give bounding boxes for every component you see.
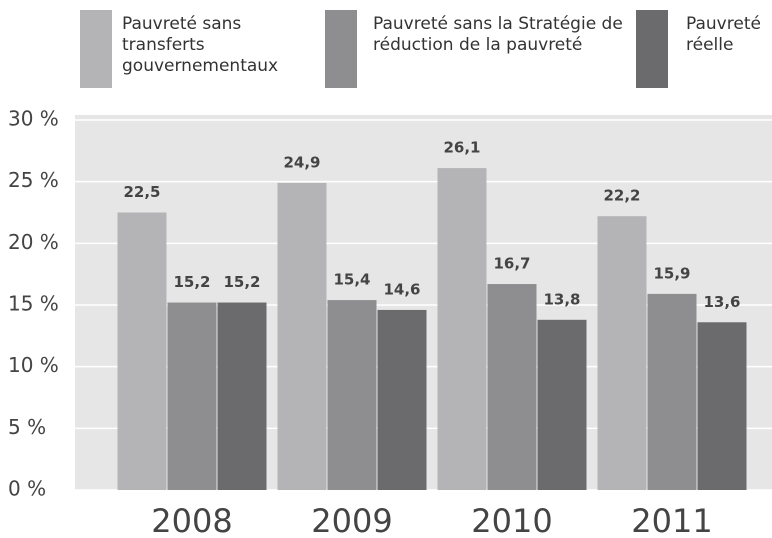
legend-label: Pauvreté sans transferts gouvernementaux: [122, 14, 279, 76]
bar: [377, 309, 427, 490]
bar: [537, 319, 587, 490]
y-tick-label: 25 %: [8, 168, 59, 192]
value-label: 22,2: [603, 187, 640, 205]
value-label: 16,7: [493, 255, 530, 273]
legend-label: Pauvreté réelle: [686, 14, 761, 55]
bar: [167, 302, 217, 490]
value-label: 13,6: [703, 293, 740, 311]
bar: [217, 302, 267, 490]
bar: [697, 322, 747, 490]
value-label: 24,9: [283, 153, 320, 171]
y-tick-label: 5 %: [8, 415, 46, 439]
value-label: 15,2: [223, 273, 260, 291]
x-tick-label: 2010: [471, 502, 552, 538]
x-tick-label: 2008: [151, 502, 232, 538]
value-label: 15,2: [173, 273, 210, 291]
bar: [597, 216, 647, 490]
value-label: 15,9: [653, 264, 690, 282]
value-label: 14,6: [383, 280, 420, 298]
legend-label: Pauvreté sans la Stratégie de réduction …: [373, 14, 623, 55]
x-tick-label: 2011: [631, 502, 712, 538]
legend-swatch: [636, 10, 668, 88]
y-tick-label: 10 %: [8, 353, 59, 377]
bar: [647, 293, 697, 490]
value-label: 22,5: [123, 183, 160, 201]
x-tick-label: 2009: [311, 502, 392, 538]
bar: [487, 284, 537, 490]
y-tick-label: 0 %: [8, 477, 46, 501]
y-tick-label: 15 %: [8, 292, 59, 316]
legend-swatch: [80, 10, 112, 88]
bar: [437, 168, 487, 490]
bar: [117, 212, 167, 490]
value-label: 26,1: [443, 139, 480, 157]
bar: [277, 182, 327, 490]
value-label: 15,4: [333, 271, 370, 289]
value-label: 13,8: [543, 290, 580, 308]
y-tick-label: 30 %: [8, 107, 59, 131]
legend-swatch: [325, 10, 357, 88]
y-tick-label: 20 %: [8, 230, 59, 254]
bar: [327, 300, 377, 490]
